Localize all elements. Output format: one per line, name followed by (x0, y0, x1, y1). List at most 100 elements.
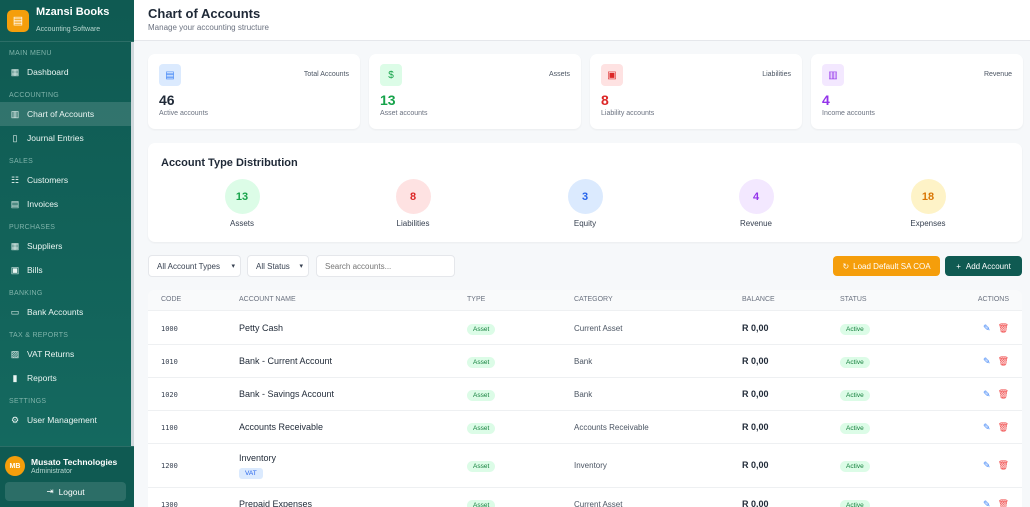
trash-icon[interactable]: 🗑 (997, 498, 1009, 507)
distribution-count: 13 (224, 179, 260, 214)
type-badge: Asset (467, 461, 496, 472)
logout-button[interactable]: ⇥ Logout (5, 482, 126, 501)
dollar-icon: $ (380, 64, 402, 86)
table-row[interactable]: 1020 Bank - Savings Account Asset Bank R… (148, 378, 1022, 411)
search-input[interactable] (316, 255, 455, 277)
account-code: 1100 (161, 423, 178, 432)
sidebar-item-label: Journal Entries (27, 133, 84, 143)
edit-icon[interactable]: ✎ (983, 498, 991, 507)
sidebar-scrollbar[interactable] (131, 42, 134, 446)
col-account-name[interactable]: ACCOUNT NAME (239, 296, 296, 303)
account-name[interactable]: Bank - Savings Account (239, 388, 335, 399)
type-badge: Asset (467, 499, 496, 507)
stat-value: 4 (822, 92, 830, 108)
users-icon: ☷ (10, 174, 20, 185)
sidebar-item-label: Suppliers (27, 241, 63, 251)
nav-section-title: SETTINGS (9, 398, 47, 405)
sidebar-item-reports[interactable]: ▮ Reports (0, 366, 134, 390)
calculator-icon: ▤ (159, 64, 181, 86)
account-category: Current Asset (574, 323, 623, 333)
sidebar-item-label: User Management (27, 415, 97, 425)
distribution-title: Account Type Distribution (161, 157, 298, 169)
col-balance[interactable]: BALANCE (742, 296, 775, 303)
edit-icon[interactable]: ✎ (983, 355, 991, 366)
distribution-revenue: 4 Revenue (716, 179, 796, 228)
sidebar-item-bank-accounts[interactable]: ▭ Bank Accounts (0, 300, 134, 324)
account-category: Current Asset (574, 499, 623, 507)
calculator-icon: ▤ (7, 9, 29, 32)
trash-icon[interactable]: 🗑 (997, 460, 1009, 470)
account-name[interactable]: Prepaid Expenses (239, 498, 313, 507)
trash-icon[interactable]: 🗑 (997, 421, 1009, 432)
distribution-label: Equity (573, 219, 597, 228)
account-category: Bank (574, 389, 593, 399)
status-filter-value: All Status (256, 261, 290, 271)
table-row[interactable]: 1300 Prepaid Expenses Asset Current Asse… (148, 488, 1022, 507)
trash-icon[interactable]: 🗑 (997, 322, 1009, 333)
account-name[interactable]: Petty Cash (239, 322, 284, 333)
bills-icon: ▣ (601, 64, 623, 86)
brand-tagline: Accounting Software (36, 25, 101, 33)
table-row[interactable]: 1200 Inventory VAT Asset Inventory R 0,0… (148, 444, 1022, 488)
edit-icon[interactable]: ✎ (983, 421, 991, 432)
row-actions: ✎ 🗑 (983, 422, 1009, 433)
sidebar-item-customers[interactable]: ☷ Customers (0, 168, 134, 192)
stat-card-assets: $ Assets 13 Asset accounts (369, 54, 581, 129)
row-actions: ✎ 🗑 (983, 499, 1009, 507)
status-filter[interactable]: All Status ▾ (247, 255, 309, 277)
sidebar-item-chart-of-accounts[interactable]: ▥ Chart of Accounts (0, 102, 134, 126)
sidebar-item-bills[interactable]: ▣ Bills (0, 258, 134, 282)
type-badge: Asset (467, 389, 496, 401)
load-default-coa-button[interactable]: ↻ Load Default SA COA (833, 256, 940, 276)
account-name[interactable]: Accounts Receivable (239, 421, 324, 432)
account-code: 1000 (161, 324, 178, 333)
sidebar-item-dashboard[interactable]: ▦ Dashboard (0, 60, 134, 84)
distribution-count: 3 (567, 179, 603, 214)
col-type[interactable]: TYPE (467, 296, 486, 303)
sidebar-item-suppliers[interactable]: ▦ Suppliers (0, 234, 134, 258)
table-row[interactable]: 1010 Bank - Current Account Asset Bank R… (148, 345, 1022, 378)
table-row[interactable]: 1000 Petty Cash Asset Current Asset R 0,… (148, 312, 1022, 345)
sidebar-nav: MAIN MENU ▦ Dashboard ACCOUNTING ▥ Chart of A… (0, 50, 134, 432)
row-actions: ✎ 🗑 (983, 323, 1009, 334)
sidebar-item-vat-returns[interactable]: ▨ VAT Returns (0, 342, 134, 366)
account-name[interactable]: Inventory (239, 453, 277, 463)
card-icon: ▭ (10, 306, 20, 317)
sidebar-item-label: Bank Accounts (27, 307, 84, 317)
vat-badge: VAT (239, 468, 263, 479)
account-name[interactable]: Bank - Current Account (239, 355, 333, 366)
status-badge: Active (840, 422, 870, 434)
account-balance: R 0,00 (742, 498, 769, 507)
sidebar-item-journal-entries[interactable]: ▯ Journal Entries (0, 126, 134, 150)
stat-card-liabilities: ▣ Liabilities 8 Liability accounts (590, 54, 802, 129)
col-status[interactable]: STATUS (840, 296, 867, 303)
sidebar-item-label: Invoices (27, 199, 59, 209)
sidebar-item-user-management[interactable]: ⚙ User Management (0, 408, 134, 432)
trash-icon[interactable]: 🗑 (997, 355, 1009, 366)
user-name: Musato Technologies (31, 457, 118, 467)
table-row[interactable]: 1100 Accounts Receivable Asset Accounts … (148, 411, 1022, 444)
table-header: CODE ACCOUNT NAME TYPE CATEGORY BALANCE … (148, 290, 1022, 311)
sidebar-item-invoices[interactable]: ▤ Invoices (0, 192, 134, 216)
edit-icon[interactable]: ✎ (983, 322, 991, 333)
add-account-button[interactable]: + Add Account (945, 256, 1022, 276)
stat-subtitle: Liability accounts (601, 110, 655, 117)
book-icon: ▯ (12, 132, 18, 143)
account-type-filter[interactable]: All Account Types ▾ (148, 255, 241, 277)
plus-icon: + (956, 261, 961, 271)
sidebar-item-label: VAT Returns (27, 349, 75, 359)
type-badge: Asset (467, 356, 496, 368)
stat-label: Total Accounts (303, 71, 349, 78)
trash-icon[interactable]: 🗑 (997, 388, 1009, 399)
account-balance: R 0,00 (742, 460, 769, 470)
sidebar-item-label: Customers (27, 175, 69, 185)
bar-chart-icon: ▥ (822, 64, 844, 86)
col-category[interactable]: CATEGORY (574, 296, 613, 303)
col-code[interactable]: CODE (161, 296, 182, 303)
stat-card-revenue: ▥ Revenue 4 Income accounts (811, 54, 1023, 129)
page-subtitle: Manage your accounting structure (148, 23, 269, 32)
distribution-label: Assets (229, 219, 254, 228)
edit-icon[interactable]: ✎ (983, 388, 991, 399)
page-header: Chart of Accounts Manage your accounting… (134, 0, 1030, 41)
edit-icon[interactable]: ✎ (983, 460, 991, 470)
